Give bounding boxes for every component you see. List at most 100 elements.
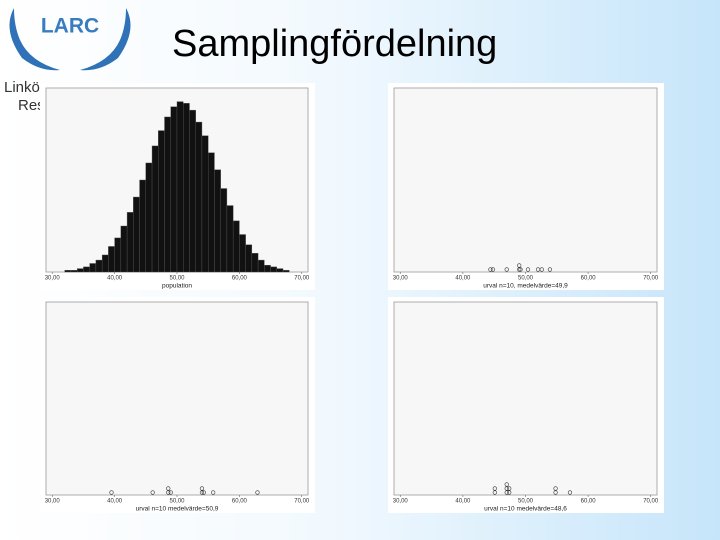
histogram-bar — [170, 106, 178, 273]
histogram-bar — [145, 162, 153, 273]
histogram-bar — [195, 121, 203, 273]
dot — [525, 267, 531, 272]
x-tick-label: 70,00 — [643, 499, 659, 505]
x-tick-label: 50,00 — [518, 499, 534, 505]
dot — [109, 490, 114, 495]
plot-area — [45, 301, 309, 496]
dot — [547, 267, 553, 272]
x-tick-label: 50,00 — [169, 276, 185, 282]
dot — [567, 490, 573, 495]
dot — [517, 267, 522, 272]
x-tick-label: 40,00 — [455, 499, 471, 505]
histogram-bar — [101, 254, 109, 273]
dot — [255, 490, 260, 495]
dot — [517, 263, 522, 268]
histogram-bar — [282, 270, 290, 273]
histogram-bar — [151, 145, 159, 273]
histogram-bar — [176, 101, 184, 273]
histogram-bar — [270, 266, 278, 273]
x-axis-label: urval n=10 medelvärde=50,9 — [136, 506, 219, 513]
histogram-bar — [245, 244, 253, 273]
side-text: Linköp — [4, 79, 48, 96]
histogram-bar — [226, 205, 234, 273]
x-tick-label: 70,00 — [294, 276, 310, 282]
histogram-bar — [139, 179, 147, 273]
histogram-bar — [207, 152, 215, 273]
dot — [166, 486, 171, 491]
logo-wing — [80, 8, 131, 71]
x-tick-label: 40,00 — [107, 499, 123, 505]
x-tick-label: 30,00 — [393, 499, 409, 505]
dot — [168, 490, 173, 495]
x-tick-label: 30,00 — [45, 276, 61, 282]
histogram-bar — [120, 225, 128, 273]
dot — [507, 490, 512, 495]
histogram-bar — [257, 259, 265, 273]
histogram-bar — [158, 130, 165, 273]
histogram-bar — [201, 135, 209, 273]
dot — [553, 486, 558, 491]
x-tick-label: 70,00 — [294, 499, 310, 505]
histogram-bar — [251, 253, 259, 273]
histogram-bar — [95, 259, 103, 273]
histogram-bar — [108, 246, 115, 273]
histogram-bar — [189, 109, 196, 273]
logo-wing — [9, 8, 60, 71]
histogram-bar — [133, 196, 140, 273]
dot — [199, 490, 205, 495]
x-tick-label: 60,00 — [581, 499, 597, 505]
x-tick-label: 40,00 — [107, 276, 123, 282]
histogram-bar — [220, 188, 228, 273]
histogram-bar — [83, 266, 90, 273]
dot — [504, 482, 509, 487]
dot — [201, 490, 206, 495]
histogram-bar — [70, 270, 78, 273]
dot — [504, 267, 509, 272]
dot — [492, 486, 497, 491]
logo-text: LARC — [41, 15, 99, 38]
x-axis-label: urval n=10, medelvärde=49,9 — [483, 283, 568, 290]
histogram-bar — [126, 212, 134, 273]
x-tick-label: 30,00 — [393, 276, 409, 282]
dot — [199, 486, 205, 491]
dot — [492, 490, 497, 495]
histogram-bar — [232, 220, 240, 273]
histogram-bar — [214, 169, 221, 273]
x-tick-label: 70,00 — [643, 276, 659, 282]
histogram-bar — [164, 116, 171, 273]
dot — [504, 490, 509, 495]
histogram-bar — [276, 268, 284, 273]
x-axis-label: urval n=10 medelvärde=48,6 — [484, 506, 567, 513]
x-axis-label: population — [162, 283, 192, 290]
x-tick-label: 40,00 — [455, 276, 471, 282]
histogram-bar — [239, 234, 246, 273]
x-tick-label: 60,00 — [232, 276, 248, 282]
dot — [553, 490, 558, 495]
histogram-bar — [89, 263, 97, 273]
dot — [507, 486, 512, 491]
histogram-bar — [264, 264, 271, 273]
dot — [539, 267, 544, 272]
plot-area — [393, 301, 658, 496]
dot — [490, 267, 496, 272]
histogram-bar — [76, 268, 84, 273]
histogram-bar — [183, 103, 190, 273]
x-tick-label: 50,00 — [169, 499, 185, 505]
x-tick-label: 50,00 — [518, 276, 534, 282]
dot — [518, 267, 523, 272]
dot — [504, 486, 509, 491]
charts: 30,00 40,00 50,00 60,00 70,00 population 30,00… — [40, 83, 664, 513]
dot — [488, 267, 493, 272]
histogram-bar — [114, 237, 122, 273]
plot-area — [393, 87, 658, 273]
x-tick-label: 60,00 — [581, 276, 597, 282]
dot — [166, 490, 171, 495]
x-tick-label: 30,00 — [45, 499, 61, 505]
slide-title: Samplingfördelning — [172, 23, 497, 65]
logo: LARC — [9, 8, 131, 71]
dot — [211, 490, 216, 495]
dot — [150, 490, 155, 495]
histogram-bar — [64, 270, 72, 273]
x-tick-label: 60,00 — [232, 499, 248, 505]
